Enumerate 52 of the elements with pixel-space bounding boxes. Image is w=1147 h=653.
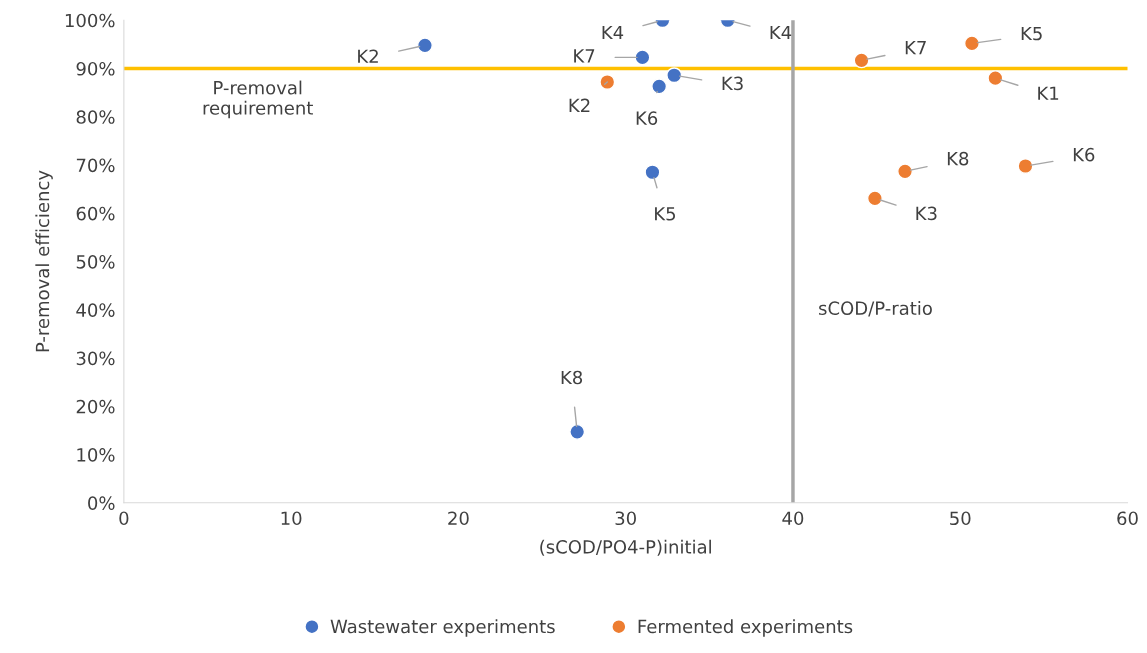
y-tick-label: 50%	[76, 254, 115, 269]
point	[634, 49, 651, 66]
y-tick-label: 80%	[76, 110, 115, 124]
x-axis-title: (sCOD/PO4-P)initial	[540, 539, 711, 556]
point	[1017, 157, 1034, 174]
y-tick-label: 40%	[76, 303, 115, 317]
y-tick-label: 60%	[76, 206, 115, 221]
annotation: K4	[770, 25, 792, 40]
point	[644, 164, 661, 181]
point	[569, 423, 586, 440]
x-tick-label: 50	[950, 511, 971, 526]
y-tick-label: 100%	[65, 13, 115, 28]
y-tick-label: 0%	[88, 496, 115, 510]
ref-line-label: P-removal requirement	[203, 80, 313, 119]
y-tick-label: 10%	[77, 448, 115, 462]
y-axis-title: P-removal efficiency	[35, 170, 53, 352]
point	[666, 67, 683, 84]
x-tick-label: 30	[615, 511, 636, 526]
x-tick-label: 20	[448, 511, 469, 526]
annotation: K2	[569, 98, 590, 112]
annotation: K5	[1021, 26, 1042, 41]
point	[853, 52, 870, 69]
annotation: K7	[574, 49, 595, 63]
annotation: K6	[1073, 147, 1095, 162]
point	[651, 78, 668, 95]
ref-line-label: sCOD/P-ratio	[819, 301, 932, 317]
y-tick-label: 20%	[76, 399, 115, 414]
x-tick-label: 40	[782, 511, 804, 526]
annotation: K6	[636, 111, 658, 125]
x-tick-label: 0	[119, 511, 129, 526]
annotation: K3	[722, 76, 743, 91]
point	[897, 163, 914, 180]
y-tick-label: 30%	[76, 351, 115, 366]
y-tick-label: 90%	[76, 61, 115, 76]
y-tick-label: 70%	[76, 158, 115, 173]
annotation: K7	[905, 41, 926, 55]
annotation: K2	[358, 49, 378, 63]
point	[963, 35, 980, 52]
point	[866, 190, 883, 207]
point	[987, 70, 1004, 87]
annotation: K8	[947, 151, 969, 166]
annotation: K5	[655, 207, 676, 221]
point	[416, 37, 433, 54]
x-tick-label: 60	[1117, 511, 1138, 526]
annotation: K1	[1038, 86, 1059, 100]
annotation: K3	[916, 206, 937, 221]
annotation: K8	[561, 370, 583, 385]
x-tick-label: 10	[281, 511, 302, 526]
point	[599, 74, 616, 90]
legend-label: Wastewater experiments	[330, 619, 555, 637]
legend-label: Fermented experiments	[638, 619, 853, 637]
annotation: K4	[602, 25, 624, 40]
